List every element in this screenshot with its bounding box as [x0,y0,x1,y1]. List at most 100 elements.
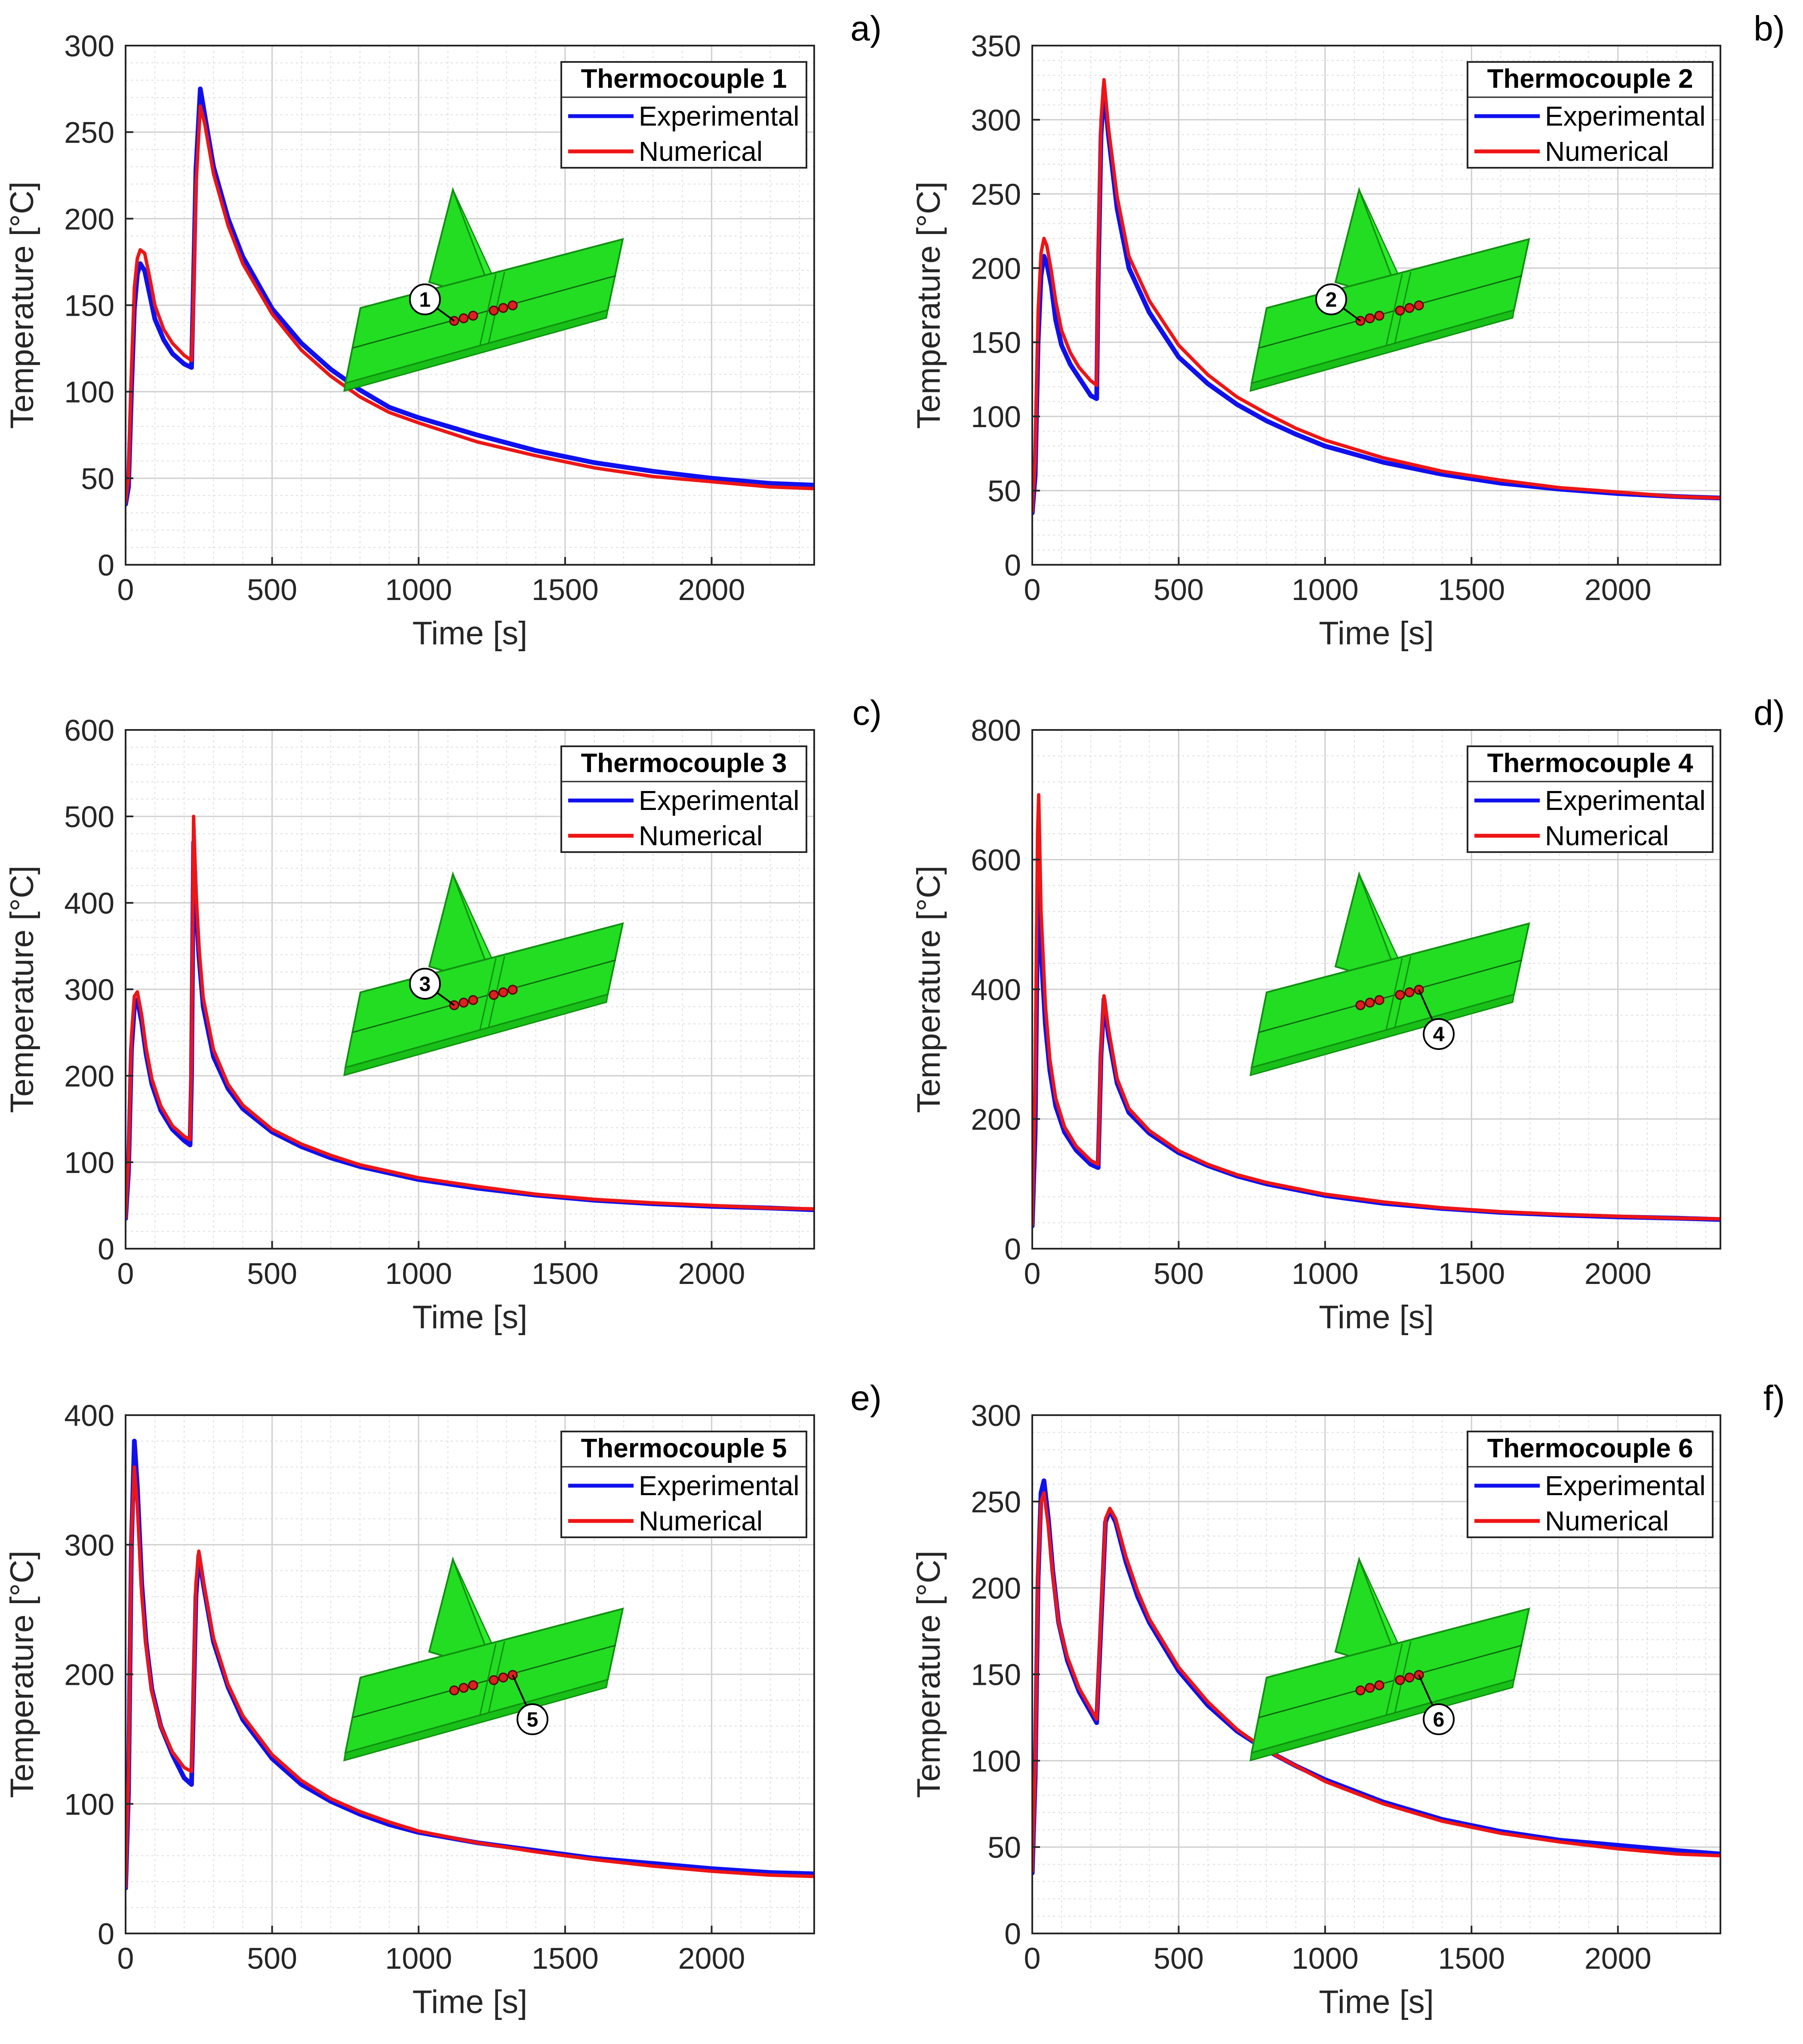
series-experimental-line [126,86,814,507]
y-axis-label: Temperature [°C] [4,182,40,429]
legend: Thermocouple 6 Experimental Numerical [1467,1431,1714,1538]
model-plate-edge [343,309,609,392]
x-tick-label: 1000 [385,1942,452,1975]
legend-entry-experimental: Experimental [1545,785,1706,816]
y-tick-label: 300 [64,973,114,1007]
y-tick-label: 50 [988,474,1021,508]
thermocouple-dot [498,303,508,313]
callout-circle [1423,1018,1455,1050]
y-tick-label: 600 [64,714,114,747]
legend-entry-numerical: Numerical [1545,136,1669,167]
chart-panel-4: 0 500 1000 1500 2000 0 200 400 600 800 Time [s] Tem… [911,693,1785,1336]
x-tick-label: 1000 [1292,573,1359,606]
thermocouple-dot [1374,995,1385,1005]
thermocouple-dot [468,311,478,321]
model-center-line [352,275,616,349]
callout-number: 1 [419,289,431,311]
model-plate-edge [1249,309,1515,392]
chart-panel-5: 0 500 1000 1500 2000 0 100 200 300 400 Time [s] Tem… [4,1379,882,2020]
y-tick-label: 200 [64,1658,114,1692]
model-illustration: 3 [343,871,624,1077]
legend-title: Thermocouple 1 [581,64,787,94]
legend-title: Thermocouple 4 [1487,748,1693,778]
callout-number: 6 [1433,1708,1445,1731]
callout-circle [517,1703,548,1735]
chart-panel-3: 0 500 1000 1500 2000 0 100 200 300 400 500 600 Time … [4,693,882,1336]
thermocouple-dot [1365,997,1375,1008]
thermocouple-dot [1395,305,1405,316]
y-tick-label: 400 [971,973,1021,1007]
model-weld-seam [1385,274,1403,346]
x-axis-label: Time [s] [1319,1984,1434,2020]
thermocouple-dot [1404,987,1415,997]
legend-title: Thermocouple 6 [1487,1434,1693,1463]
y-tick-label: 150 [971,326,1021,360]
legend-title: Thermocouple 5 [581,1434,787,1463]
thermocouple-dot [489,990,499,1000]
legend: Thermocouple 2 Experimental Numerical [1467,61,1714,169]
y-tick-label: 300 [64,29,114,63]
x-tick-label: 500 [247,573,297,606]
y-tick-label: 100 [64,376,114,409]
legend: Thermocouple 3 Experimental Numerical [560,745,807,853]
model-center-line [352,1644,616,1718]
thermocouple-dot [1404,1672,1415,1683]
x-axis-label: Time [s] [412,1984,527,2020]
thermocouple-dot [1365,1683,1375,1693]
x-tick-label: 1000 [385,1257,452,1290]
thermocouple-dot [1374,1680,1385,1690]
model-weld-seam [479,1643,497,1715]
legend-entry-numerical: Numerical [639,820,763,851]
axes-box [1031,45,1721,566]
thermocouple-dot [489,305,499,316]
model-plate-edge [1249,993,1515,1077]
thermocouple-dot [449,1685,459,1696]
y-tick-label: 200 [971,1103,1021,1136]
x-tick-label: 2000 [678,573,745,606]
thermocouple-dot [1355,1685,1366,1696]
thermocouple-dot [1374,311,1385,321]
chart-panel-2: 0 500 1000 1500 2000 0 50 100 150 200 250 300 350 Tim… [911,9,1785,652]
model-center-line [1258,1644,1523,1718]
y-axis-label: Temperature [°C] [4,1551,40,1798]
callout-number: 3 [419,973,431,996]
y-tick-label: 100 [64,1788,114,1821]
y-axis-label: Temperature [°C] [911,1551,947,1798]
thermocouple-dot [489,1675,499,1685]
legend-title: Thermocouple 2 [1487,64,1693,94]
y-tick-label: 300 [971,1399,1021,1432]
y-tick-label: 0 [1004,1232,1021,1266]
model-illustration: 1 [343,187,624,392]
thermocouple-dot [1355,1000,1366,1010]
legend-entry-experimental: Experimental [1545,1470,1706,1501]
y-tick-label: 0 [98,548,114,582]
x-tick-label: 0 [117,573,134,606]
model-weld-seam [479,274,497,346]
legend-title: Thermocouple 3 [581,748,787,778]
x-tick-label: 1500 [532,1257,599,1290]
model-illustration: 5 [343,1556,624,1762]
x-tick-label: 1500 [1438,573,1505,606]
y-tick-label: 600 [971,843,1021,877]
chart-panel-6: 0 500 1000 1500 2000 0 50 100 150 200 250 300 Time [… [911,1379,1785,2020]
thermocouple-dot [508,300,518,311]
x-tick-label: 2000 [1585,1257,1652,1290]
x-axis-label: Time [s] [1319,615,1434,652]
x-tick-label: 0 [1024,1942,1041,1975]
model-weld-seam [1385,958,1403,1030]
model-weld-seam [1385,1643,1403,1715]
panel-letter: b) [1754,9,1785,48]
legend-entry-numerical: Numerical [1545,820,1669,851]
y-tick-label: 800 [971,714,1021,747]
y-tick-label: 150 [971,1658,1021,1692]
model-illustration: 4 [1249,871,1530,1077]
thermocouple-dot [468,1680,478,1690]
model-illustration: 6 [1249,1556,1530,1762]
model-plate-edge [1249,1678,1515,1762]
y-tick-label: 250 [971,178,1021,211]
y-tick-label: 0 [1004,548,1021,582]
thermocouple-dot [1395,990,1405,1000]
thermocouple-dot [1414,300,1424,311]
x-tick-label: 500 [247,1942,297,1975]
y-axis-label: Temperature [°C] [911,865,947,1113]
